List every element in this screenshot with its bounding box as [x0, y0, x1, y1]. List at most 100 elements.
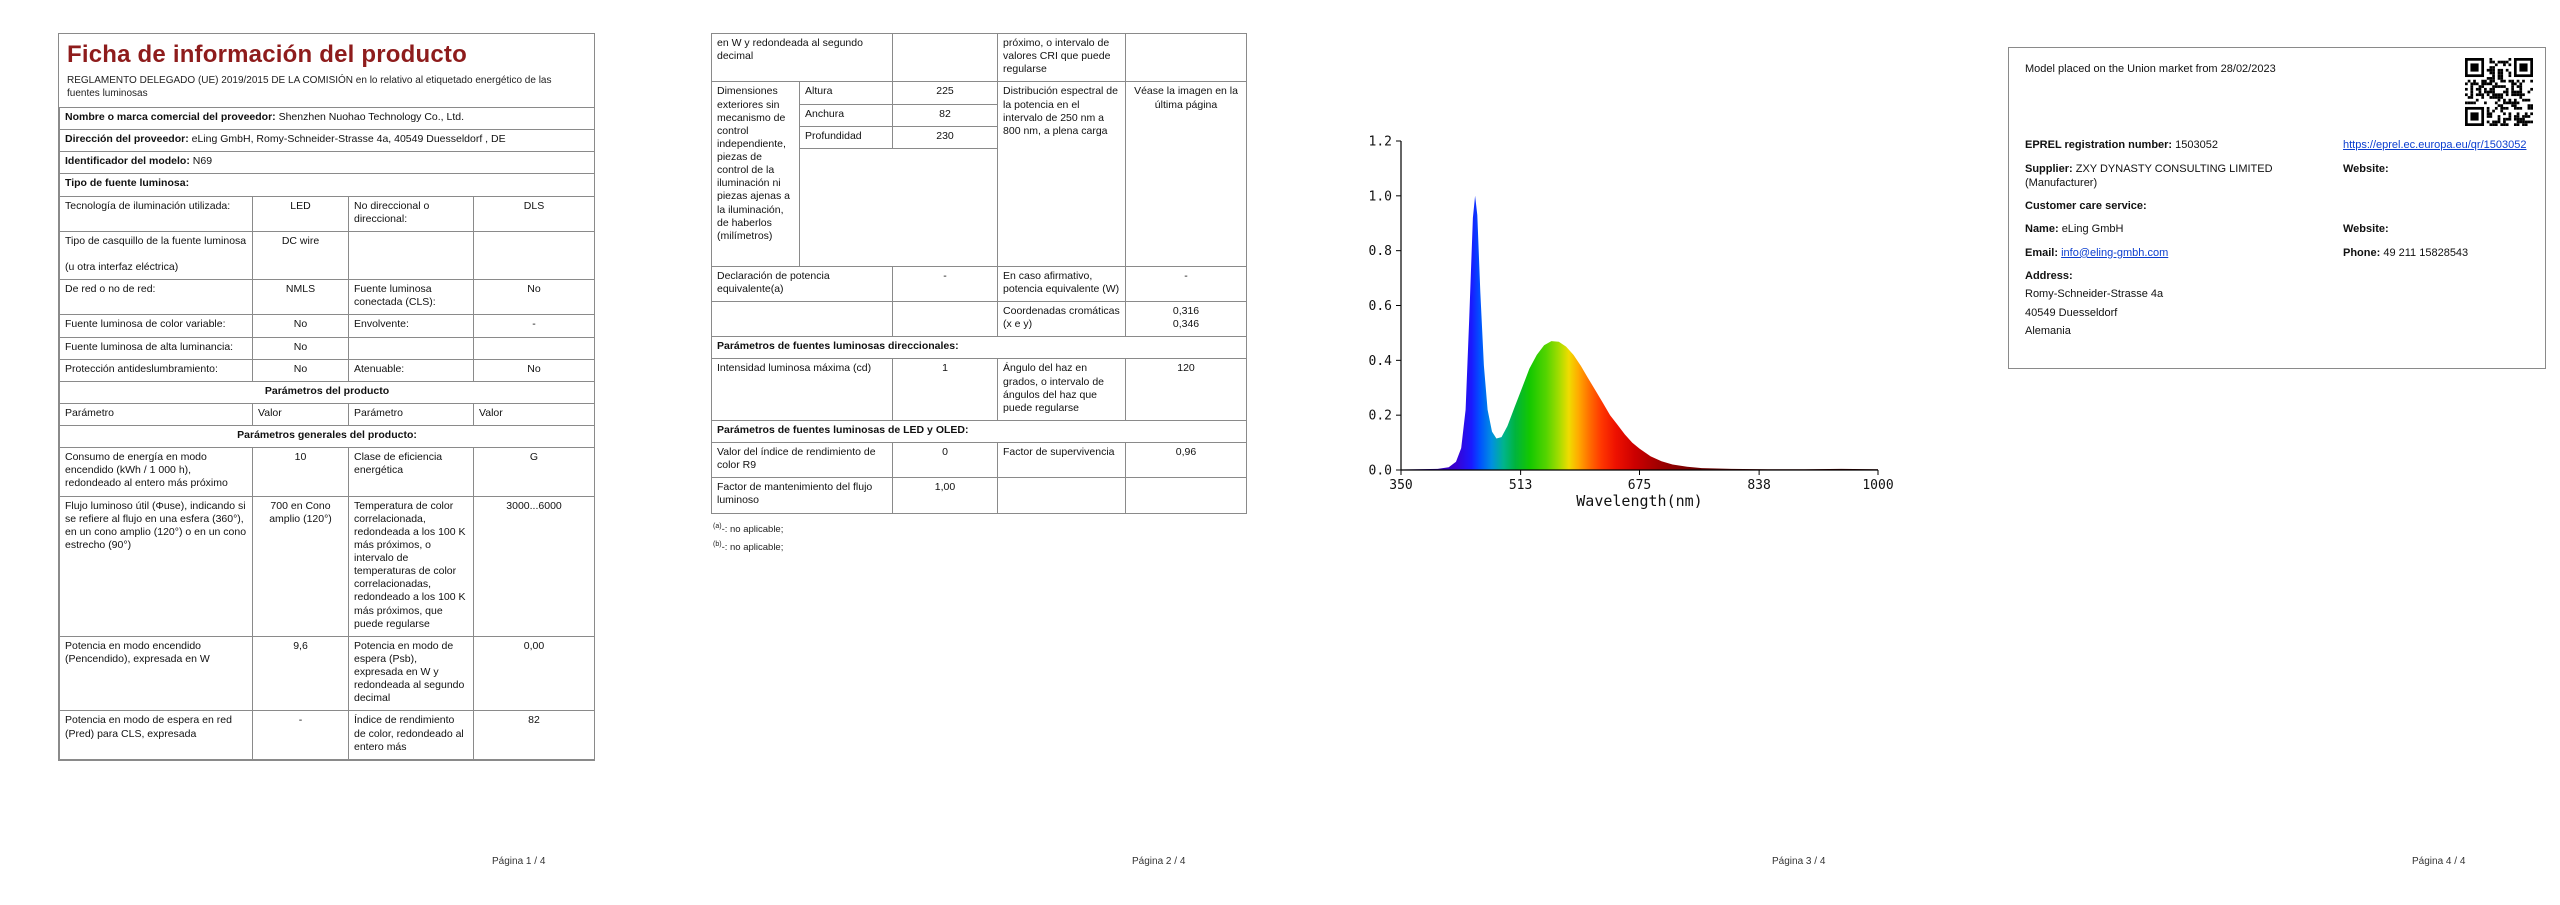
page-footer: Página 2 / 4: [1132, 856, 1186, 867]
param-cell: Tipo de casquillo de la fuente luminosa …: [59, 230, 253, 281]
column-header: Parámetro: [59, 402, 253, 427]
page-2: en W y redondeada al segundo decimal próx…: [640, 0, 1280, 905]
value-cell: [1125, 477, 1248, 514]
table-row: Potencia en modo encendido (Pencendido),…: [59, 635, 594, 712]
param-cell: [997, 477, 1127, 514]
field-value: eLing GmbH, Romy-Schneider-Strasse 4a, 4…: [191, 133, 506, 146]
directional-section: Parámetros de fuentes luminosas direccio…: [710, 336, 1248, 360]
page-footer: Página 3 / 4: [1772, 856, 1826, 867]
table-row: Declaración de potencia equivalente(a) - E…: [710, 265, 1248, 303]
param-cell: Coordenadas cromáticas (x e y): [997, 300, 1127, 338]
product-parameters-table-continued: en W y redondeada al segundo decimal próx…: [710, 32, 1248, 514]
table-row: Valor del índice de rendimiento de color…: [710, 441, 1248, 479]
phone-row: Phone: 49 211 15828543: [2343, 246, 2529, 260]
value-cell: NMLS: [252, 279, 349, 316]
param-cell: Dimensiones exteriores sin mecanismo de …: [711, 81, 800, 267]
column-header: Parámetro: [348, 402, 474, 427]
param-cell: Protección antideslumbramiento:: [59, 358, 253, 382]
svg-text:0.8: 0.8: [1369, 244, 1392, 259]
page-footer: Página 1 / 4: [492, 856, 546, 867]
continuation-rows: en W y redondeada al segundo decimal próx…: [710, 32, 1248, 83]
name-label: Name:: [2025, 223, 2059, 236]
svg-text:675: 675: [1628, 478, 1651, 493]
address-label-row: Address:: [2025, 269, 2529, 283]
section-header: Parámetros generales del producto:: [59, 424, 594, 449]
column-header: Valor: [472, 402, 594, 427]
param-cell: Envolvente:: [348, 314, 474, 338]
table-row: Profundidad 230: [712, 125, 1247, 149]
section-header: Parámetros del producto: [59, 380, 594, 404]
section-header: Parámetros de fuentes luminosas de LED y…: [710, 419, 1248, 444]
general-parameter-rows: Consumo de energía en modo encendido (kW…: [59, 447, 594, 760]
name-row: Name: eLing GmbH: [2025, 222, 2333, 236]
supplier-info-box: Model placed on the Union market from 28…: [2008, 47, 2546, 369]
phone-value: 49 211 15828543: [2383, 246, 2469, 259]
customer-care-row: Customer care service:: [2025, 199, 2529, 213]
field-label: Dirección del proveedor:: [65, 133, 189, 146]
value-cell: Véase la imagen en la última página: [1125, 81, 1248, 267]
value-cell: No: [472, 279, 594, 316]
address-line: Romy-Schneider-Strasse 4a: [2025, 288, 2164, 301]
svg-text:838: 838: [1747, 478, 1770, 493]
param-cell: Fuente luminosa de alta luminancia:: [59, 336, 253, 360]
email-link[interactable]: info@eling-gmbh.com: [2061, 246, 2169, 259]
supplier-info-rows: Nombre o marca comercial del proveedor: …: [59, 106, 594, 197]
value-cell: No: [472, 358, 594, 382]
value-cell: [892, 300, 999, 338]
value-cell: 700 en Cono amplio (120°): [252, 495, 349, 637]
param-cell: Potencia en modo de espera en red (Pred)…: [59, 710, 253, 760]
table-row: Fuente luminosa de color variable: No Envo…: [59, 314, 594, 338]
param-cell: Temperatura de color correlacionada, red…: [348, 495, 474, 637]
field-value: Shenzhen Nuohao Technology Co., Ltd.: [278, 111, 465, 123]
eprel-link[interactable]: https://eprel.ec.europa.eu/qr/1503052: [2343, 139, 2527, 152]
product-parameters-table: Nombre o marca comercial del proveedor: …: [59, 106, 594, 760]
value-cell: G: [472, 447, 594, 497]
section-header-row: Parámetros generales del producto:: [59, 424, 594, 449]
table-row: Dimensiones exteriores sin mecanismo de …: [711, 81, 1248, 267]
value-cell: DLS: [472, 195, 594, 232]
table-row: Factor de mantenimiento del flujo lumino…: [710, 477, 1248, 514]
table-row: Fuente luminosa de alta luminancia: No: [59, 336, 594, 360]
supplier-value: ZXY DYNASTY CONSULTING LIMITED (Manufact…: [2025, 162, 2273, 189]
value-cell: 10: [252, 447, 349, 497]
table-row: Anchura 82: [712, 103, 1247, 127]
qr-code: [2465, 58, 2533, 126]
table-row: Coordenadas cromáticas (x e y) 0,316 0,34…: [710, 300, 1248, 338]
section-header: Parámetros de fuentes luminosas direccio…: [710, 336, 1248, 360]
eprel-value: 1503052: [2175, 139, 2218, 152]
section-header: Tipo de fuente luminosa:: [59, 173, 594, 197]
phone-label: Phone:: [2343, 246, 2381, 259]
column-header: Valor: [252, 402, 349, 427]
section-header-row: Parámetros de fuentes luminosas de LED y…: [710, 419, 1248, 444]
column-header-row: Parámetro Valor Parámetro Valor: [59, 402, 594, 427]
value-cell: 9,6: [252, 635, 349, 712]
value-cell: No: [252, 336, 349, 360]
value-cell: 1: [892, 358, 999, 421]
field-label: Identificador del modelo:: [65, 155, 190, 168]
param-cell: Factor de supervivencia: [997, 441, 1127, 479]
param-cell: En caso afirmativo, potencia equivalente…: [997, 265, 1127, 303]
value-cell: [892, 32, 999, 83]
equivalence-rows: Declaración de potencia equivalente(a) - E…: [710, 265, 1248, 338]
name-value: eLing GmbH: [2061, 223, 2124, 236]
param-cell: Ángulo del haz en grados, o intervalo de…: [997, 358, 1127, 421]
svg-text:0.6: 0.6: [1369, 299, 1392, 314]
table-row: Identificador del modelo: N69: [59, 151, 594, 175]
svg-text:Wavelength(nm): Wavelength(nm): [1576, 492, 1702, 510]
svg-text:1000: 1000: [1862, 478, 1893, 493]
param-cell: Intensidad luminosa máxima (cd): [710, 358, 894, 421]
dimension-name: Altura: [798, 81, 894, 105]
param-cell: Consumo de energía en modo encendido (kW…: [59, 447, 253, 497]
email-label: Email:: [2025, 246, 2059, 259]
eprel-link-cell: https://eprel.ec.europa.eu/qr/1503052: [2343, 138, 2529, 152]
value-cell: 3000...6000: [472, 495, 594, 637]
table-row: en W y redondeada al segundo decimal próx…: [710, 32, 1248, 83]
param-cell: [710, 300, 894, 338]
param-cell: De red o no de red:: [59, 279, 253, 316]
supplier-label: Supplier:: [2025, 162, 2073, 175]
address-line: 40549 Duesseldorf: [2025, 306, 2118, 319]
param-cell: Distribución espectral de la potencia en…: [997, 81, 1127, 267]
table-row: Nombre o marca comercial del proveedor: …: [59, 106, 594, 131]
value-cell: DC wire: [252, 230, 349, 281]
param-cell: Potencia en modo de espera (Psb), expres…: [348, 635, 474, 712]
